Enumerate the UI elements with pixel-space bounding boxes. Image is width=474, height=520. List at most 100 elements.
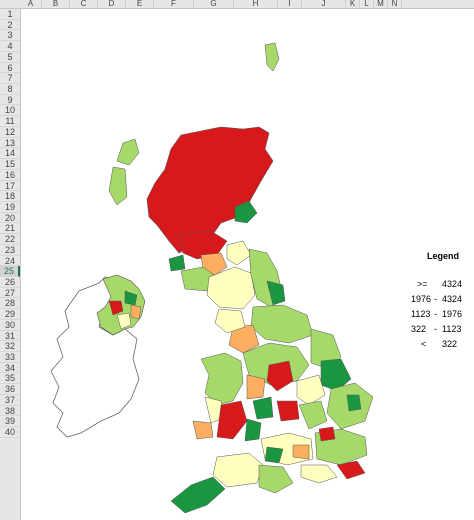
midlands-yellow: [296, 374, 326, 406]
wales-orange: [192, 420, 214, 440]
row-header[interactable]: 36: [0, 384, 20, 395]
row-header[interactable]: 11: [0, 116, 20, 127]
worksheet-grid[interactable]: Legend >= 4324 1976-4324 1123-1976 322-1123 <…: [21, 9, 474, 520]
row-header[interactable]: 18: [0, 191, 20, 202]
row-header[interactable]: 34: [0, 363, 20, 374]
orkney-shetland: [264, 42, 280, 72]
scotland-borders-orange: [200, 252, 228, 276]
row-header[interactable]: 20: [0, 213, 20, 224]
legend-op: <: [421, 339, 427, 349]
row-header[interactable]: 38: [0, 406, 20, 417]
row-header[interactable]: 9: [0, 95, 20, 106]
ni-green-1: [124, 290, 138, 306]
scotland-yellow: [226, 240, 252, 266]
column-header[interactable]: A: [20, 0, 42, 8]
legend-dash: -: [434, 309, 437, 319]
row-header[interactable]: 24: [0, 256, 20, 267]
ni-orange-1: [130, 304, 142, 320]
row-headers: 1 2 3 4 5 6 7 8 9 10 11 12 13 14 15 16 17 18 19 20 21 22 23 24 2…: [0, 9, 21, 520]
column-header[interactable]: H: [234, 0, 278, 8]
row-header[interactable]: 31: [0, 331, 20, 342]
legend-high: 4324: [442, 294, 463, 304]
midlands-red: [266, 360, 294, 392]
row-header[interactable]: 16: [0, 170, 20, 181]
south-orange: [292, 444, 310, 460]
scotland-green-east: [234, 200, 258, 224]
scotland-highlands: [146, 126, 274, 254]
london-red: [318, 426, 336, 442]
row-header[interactable]: 25: [0, 266, 20, 277]
column-header[interactable]: J: [302, 0, 346, 8]
row-header[interactable]: 13: [0, 138, 20, 149]
row-header[interactable]: 4: [0, 41, 20, 52]
england-nw-orange: [228, 324, 260, 354]
row-header[interactable]: 32: [0, 341, 20, 353]
column-header[interactable]: I: [278, 0, 302, 8]
legend-high: 1123: [442, 324, 462, 334]
row-header[interactable]: 26: [0, 277, 20, 288]
select-all-corner[interactable]: [0, 0, 21, 9]
legend-item: <322: [407, 337, 474, 352]
row-header[interactable]: 1: [0, 9, 20, 20]
row-header[interactable]: 6: [0, 63, 20, 74]
ni-yellow-1: [116, 312, 132, 330]
row-header[interactable]: 19: [0, 202, 20, 213]
column-header[interactable]: F: [154, 0, 194, 8]
row-header[interactable]: 12: [0, 127, 20, 138]
row-header[interactable]: 27: [0, 288, 20, 299]
ni-red-1: [108, 300, 124, 316]
legend-title: Legend: [427, 251, 460, 261]
row-header[interactable]: 5: [0, 52, 20, 63]
column-header[interactable]: L: [360, 0, 374, 8]
legend-item: 1123-1976: [407, 307, 474, 322]
row-header[interactable]: 15: [0, 159, 20, 170]
uk-choropleth-map: [50, 42, 374, 514]
scotland-lightgreen-islands: [116, 138, 140, 166]
england-nw-yellow: [214, 308, 246, 334]
row-header[interactable]: 21: [0, 223, 20, 235]
row-header[interactable]: 39: [0, 416, 20, 428]
row-header[interactable]: 14: [0, 148, 20, 160]
legend-dash: -: [434, 324, 437, 334]
row-header[interactable]: 40: [0, 427, 20, 438]
row-header[interactable]: 3: [0, 30, 20, 42]
legend-low: 1976: [411, 294, 432, 304]
legend-item: 322-1123: [407, 322, 474, 337]
wales-red: [216, 400, 248, 440]
row-header[interactable]: 23: [0, 245, 20, 256]
southeast-red: [336, 460, 366, 480]
row-header[interactable]: 10: [0, 105, 20, 117]
column-header[interactable]: C: [70, 0, 98, 8]
row-header[interactable]: 8: [0, 84, 20, 95]
row-header[interactable]: 2: [0, 20, 20, 31]
column-header[interactable]: N: [388, 0, 402, 8]
column-header[interactable]: B: [42, 0, 70, 8]
row-header[interactable]: 22: [0, 234, 20, 245]
wales-lightgreen: [200, 352, 244, 406]
scotland-lightgreen-west: [108, 166, 128, 206]
midlands-orange: [246, 374, 266, 400]
column-header[interactable]: K: [346, 0, 360, 8]
southwest-lightgreen: [258, 464, 294, 494]
south-green: [264, 446, 284, 464]
column-header[interactable]: D: [98, 0, 126, 8]
row-header[interactable]: 7: [0, 73, 20, 85]
column-header[interactable]: E: [126, 0, 154, 8]
row-header[interactable]: 37: [0, 395, 20, 406]
legend-dash: -: [434, 294, 437, 304]
row-header[interactable]: 30: [0, 320, 20, 331]
row-header[interactable]: 29: [0, 309, 20, 320]
midlands-lightgreen: [298, 400, 328, 430]
southeast-yellow: [300, 464, 338, 484]
column-header[interactable]: M: [374, 0, 388, 8]
legend-low: 322: [411, 324, 427, 334]
row-header[interactable]: 28: [0, 298, 20, 310]
column-header[interactable]: G: [194, 0, 234, 8]
legend-item: 1976-4324: [407, 292, 474, 307]
england-north-yellow: [206, 266, 256, 310]
row-header[interactable]: 17: [0, 181, 20, 192]
row-header[interactable]: 33: [0, 352, 20, 363]
legend-item: >= 4324: [407, 277, 474, 292]
row-header[interactable]: 35: [0, 373, 20, 385]
legend-high: 1976: [442, 309, 463, 319]
